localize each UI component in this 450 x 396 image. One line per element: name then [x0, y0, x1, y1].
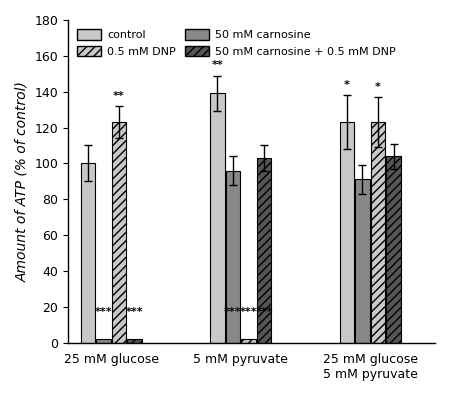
Bar	[340, 122, 354, 343]
Text: ***: ***	[126, 307, 144, 317]
Legend: control, 0.5 mM DNP, 50 mM carnosine, 50 mM carnosine + 0.5 mM DNP: control, 0.5 mM DNP, 50 mM carnosine, 50…	[74, 26, 399, 60]
Bar	[386, 156, 401, 343]
Text: ***: ***	[240, 307, 257, 317]
Text: **: **	[113, 91, 125, 101]
Text: **: **	[212, 60, 223, 70]
Bar	[226, 171, 240, 343]
Y-axis label: Amount of ATP (% of control): Amount of ATP (% of control)	[15, 81, 29, 282]
Text: ***: ***	[255, 307, 273, 317]
Bar	[371, 122, 385, 343]
Bar	[112, 122, 126, 343]
Bar	[257, 158, 271, 343]
Bar	[210, 93, 225, 343]
Text: *: *	[375, 82, 381, 92]
Text: ***: ***	[95, 307, 112, 317]
Text: *: *	[344, 80, 350, 90]
Bar	[81, 164, 95, 343]
Bar	[127, 339, 142, 343]
Text: ***: ***	[224, 307, 242, 317]
Bar	[241, 339, 256, 343]
Bar	[96, 339, 111, 343]
Bar	[355, 179, 370, 343]
